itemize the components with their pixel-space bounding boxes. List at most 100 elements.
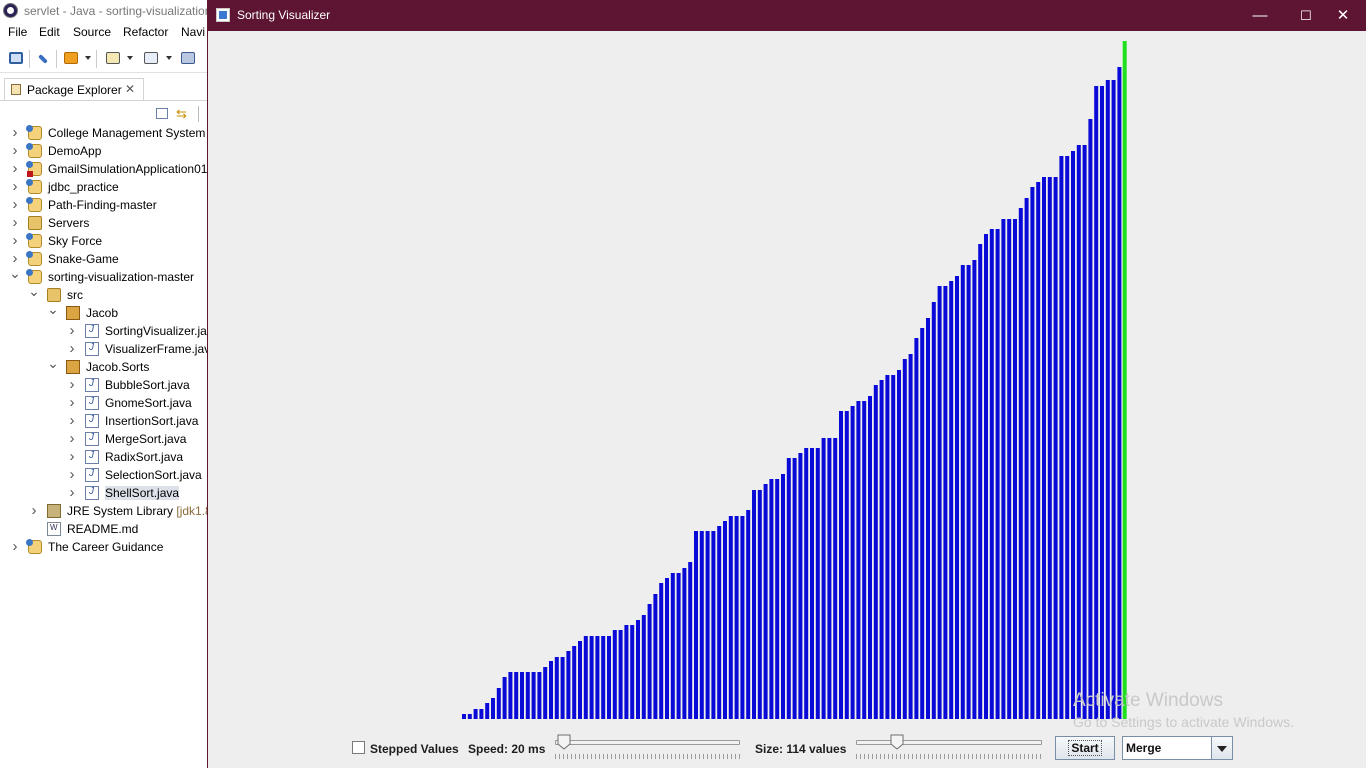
tree-item-label: sorting-visualization-master — [48, 270, 195, 284]
new-file-icon[interactable] — [106, 52, 120, 64]
tree-item[interactable]: README.md — [0, 520, 210, 538]
menu-navigate[interactable]: Navi — [181, 25, 206, 39]
chevron-right-icon[interactable]: › — [12, 250, 18, 267]
value-bar — [960, 265, 965, 719]
chevron-down-icon[interactable]: ⌄ — [47, 355, 59, 371]
chevron-right-icon[interactable]: › — [69, 448, 75, 465]
chevron-right-icon[interactable]: › — [69, 466, 75, 483]
stepped-values-checkbox[interactable] — [352, 741, 365, 754]
tree-item[interactable]: › The Career Guidance — [0, 538, 210, 556]
chevron-right-icon[interactable]: › — [12, 196, 18, 213]
tree-item-label: JRE System Library [jdk1.8.0 — [67, 504, 210, 518]
collapse-all-icon[interactable] — [156, 108, 168, 119]
java-file-icon — [85, 378, 99, 392]
chevron-down-icon[interactable] — [1211, 737, 1232, 759]
menu-file[interactable]: File — [8, 25, 28, 39]
chevron-right-icon[interactable]: › — [12, 538, 18, 555]
chevron-right-icon[interactable]: › — [31, 502, 37, 519]
project-icon — [26, 197, 42, 212]
chevron-right-icon[interactable]: › — [12, 142, 18, 159]
tree-item-label: ShellSort.java — [105, 486, 180, 500]
value-bar — [549, 661, 553, 719]
start-button-label: Start — [1068, 740, 1102, 756]
chevron-right-icon[interactable]: › — [69, 322, 75, 339]
chevron-right-icon[interactable]: › — [69, 484, 75, 501]
tree-item[interactable]: › VisualizerFrame.java — [0, 340, 210, 358]
chevron-right-icon[interactable]: › — [69, 376, 75, 393]
save-icon[interactable] — [181, 52, 195, 64]
chevron-right-icon[interactable]: › — [69, 412, 75, 429]
chevron-right-icon[interactable]: › — [12, 124, 18, 141]
tree-item[interactable]: › InsertionSort.java — [0, 412, 210, 430]
value-bar — [485, 703, 490, 719]
menu-edit[interactable]: Edit — [39, 25, 60, 39]
tree-item[interactable]: › ShellSort.java — [0, 484, 210, 502]
project-icon — [26, 125, 42, 140]
value-bar — [641, 615, 646, 719]
tree-item-label: src — [67, 288, 83, 302]
start-button[interactable]: Start — [1055, 736, 1115, 760]
chevron-down-icon[interactable]: ⌄ — [47, 301, 59, 317]
chevron-down-icon[interactable] — [166, 56, 172, 60]
tree-item[interactable]: › BubbleSort.java — [0, 376, 210, 394]
tree-item[interactable]: ⌄ src — [0, 283, 210, 304]
value-bar — [717, 526, 722, 719]
package-explorer-tab[interactable]: Package Explorer ✕ — [4, 78, 144, 101]
chevron-right-icon[interactable]: › — [12, 214, 18, 231]
value-bar — [595, 636, 600, 719]
algorithm-select[interactable]: Merge — [1122, 736, 1233, 760]
debug-icon[interactable] — [38, 54, 48, 64]
tree-item[interactable]: › SelectionSort.java — [0, 466, 210, 484]
chevron-right-icon[interactable]: › — [69, 394, 75, 411]
value-bar — [624, 625, 629, 719]
chevron-right-icon[interactable]: › — [69, 340, 75, 357]
chevron-down-icon[interactable]: ⌄ — [28, 283, 40, 299]
close-button[interactable]: ✕ — [1336, 7, 1350, 24]
value-bar — [943, 286, 948, 719]
chevron-right-icon[interactable]: › — [12, 178, 18, 195]
tree-item[interactable]: ⌄ Jacob — [0, 301, 210, 322]
value-bar — [1053, 177, 1058, 719]
menu-source[interactable]: Source — [73, 25, 112, 39]
chevron-right-icon[interactable]: › — [69, 430, 75, 447]
tree-item[interactable]: ⌄ Jacob.Sorts — [0, 355, 210, 376]
value-bar — [897, 370, 901, 719]
open-type-icon[interactable] — [144, 52, 158, 64]
tree-item[interactable]: › Path-Finding-master — [0, 196, 210, 214]
tree-item[interactable]: › GnomeSort.java — [0, 394, 210, 412]
chevron-right-icon[interactable]: › — [12, 160, 18, 177]
eclipse-title-bar: servlet - Java - sorting-visualization — [0, 0, 210, 22]
close-icon[interactable]: ✕ — [125, 82, 136, 96]
package-icon[interactable] — [64, 52, 78, 64]
tree-item[interactable]: › MergeSort.java — [0, 430, 210, 448]
size-slider-thumb[interactable] — [890, 734, 904, 750]
chevron-right-icon[interactable]: › — [12, 232, 18, 249]
link-with-editor-icon[interactable]: ⇆ — [176, 106, 187, 121]
tree-item-label: Servers — [48, 216, 90, 230]
value-bar — [1059, 156, 1064, 719]
minimize-button[interactable]: — — [1252, 7, 1268, 24]
tree-item[interactable]: › DemoApp — [0, 142, 210, 160]
new-window-icon[interactable] — [9, 52, 23, 64]
visualizer-title-bar[interactable]: Sorting Visualizer — ☐ ✕ — [207, 0, 1366, 31]
tree-item[interactable]: › Snake-Game — [0, 250, 210, 268]
chevron-down-icon[interactable] — [127, 56, 133, 60]
chevron-down-icon[interactable] — [85, 56, 91, 60]
project-icon — [26, 233, 42, 248]
value-bar — [850, 406, 855, 719]
value-bar — [694, 531, 698, 719]
tree-item[interactable]: › RadixSort.java — [0, 448, 210, 466]
tree-item[interactable]: › GmailSimulationApplication01 — [0, 160, 210, 178]
chevron-down-icon[interactable]: ⌄ — [9, 265, 21, 281]
speed-slider-thumb[interactable] — [557, 734, 571, 750]
maximize-button[interactable]: ☐ — [1300, 8, 1312, 23]
value-bar — [792, 458, 797, 719]
tree-item[interactable]: › College Management System — [0, 124, 210, 142]
tree-item[interactable]: › Sky Force — [0, 232, 210, 250]
tree-item[interactable]: › Servers — [0, 214, 210, 232]
tree-item[interactable]: › SortingVisualizer.java — [0, 322, 210, 340]
tree-item[interactable]: ⌄ sorting-visualization-master — [0, 265, 210, 286]
menu-refactor[interactable]: Refactor — [123, 25, 169, 39]
tree-item[interactable]: › JRE System Library [jdk1.8.0 — [0, 502, 210, 520]
tree-item[interactable]: › jdbc_practice — [0, 178, 210, 196]
